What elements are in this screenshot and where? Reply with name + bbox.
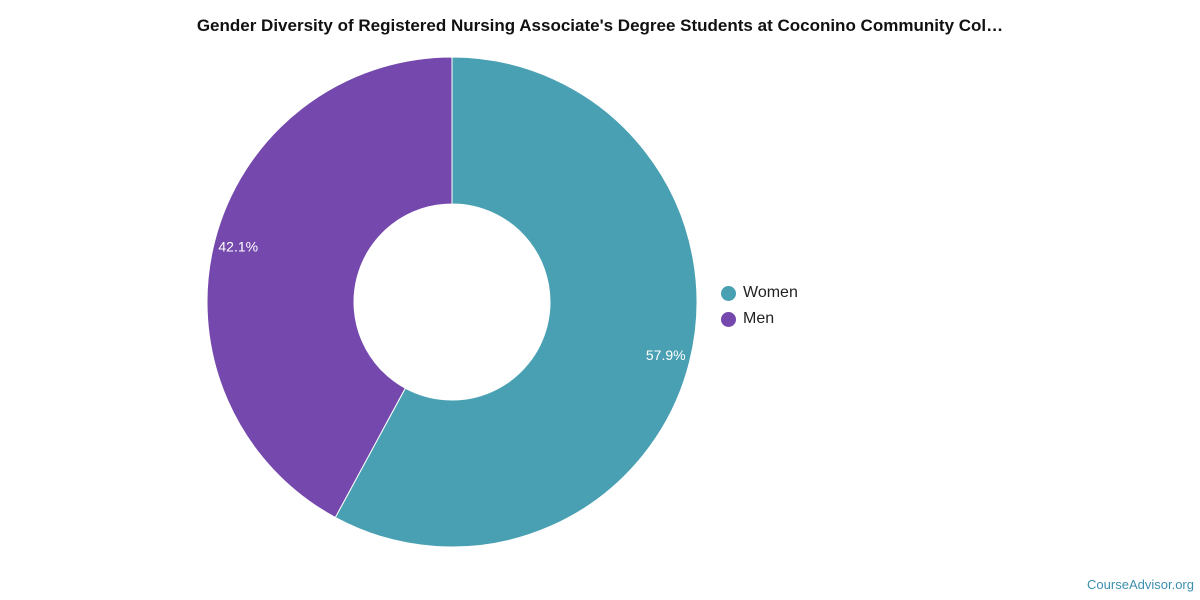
source-credit-link[interactable]: CourseAdvisor.org — [1087, 577, 1194, 592]
legend-item-women[interactable]: Women — [721, 280, 798, 306]
slice-label-women: 57.9% — [646, 347, 686, 363]
legend-swatch-women — [721, 285, 736, 301]
slice-label-men: 42.1% — [218, 239, 258, 255]
donut-slice-men[interactable] — [206, 56, 453, 519]
donut-slice-women[interactable] — [334, 56, 698, 548]
legend: Women Men — [721, 280, 798, 332]
legend-label-women: Women — [743, 284, 798, 301]
chart-title: Gender Diversity of Registered Nursing A… — [196, 16, 1004, 35]
legend-label-men: Men — [743, 310, 775, 327]
legend-item-men[interactable]: Men — [721, 306, 798, 332]
legend-swatch-men — [721, 311, 736, 327]
